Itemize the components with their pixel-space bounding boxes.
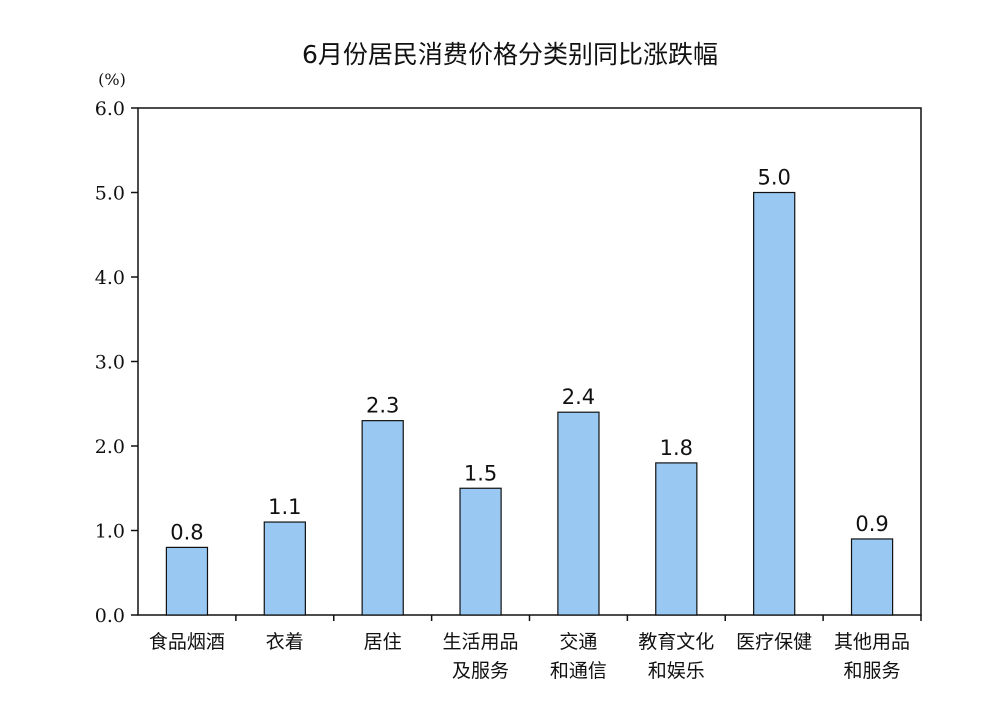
data-labels: 0.8 1.1 2.3 1.5 2.4 1.8 5.0 0.9 (170, 166, 889, 545)
x-tick-label: 生活用品 (443, 631, 519, 653)
data-label: 5.0 (757, 166, 790, 190)
data-label: 2.4 (562, 385, 595, 409)
bar (753, 191, 796, 616)
y-axis: 0.0 1.0 2.0 3.0 4.0 5.0 6.0 (95, 98, 138, 627)
x-tick-label: 教育文化 (638, 631, 714, 653)
bar (850, 538, 894, 616)
data-label: 1.1 (268, 495, 301, 519)
y-tick-label: 0.0 (95, 605, 125, 627)
x-tick-label: 医疗保健 (736, 631, 812, 653)
x-tick-label: 和服务 (844, 660, 901, 682)
x-tick-label: 居住 (364, 631, 402, 653)
bar (165, 546, 209, 616)
y-tick-label: 4.0 (95, 267, 125, 289)
bar (263, 521, 306, 616)
bar (557, 411, 600, 616)
x-tick-label: 和通信 (550, 660, 607, 682)
y-axis-unit: (%) (98, 70, 126, 89)
x-tick-label: 其他用品 (834, 631, 910, 653)
bar (655, 462, 698, 616)
x-tick-label: 衣着 (266, 631, 304, 653)
data-label: 0.8 (170, 520, 203, 544)
y-tick-label: 3.0 (95, 352, 125, 374)
bar (361, 420, 404, 616)
y-tick-label: 5.0 (95, 183, 125, 205)
x-tick-label: 食品烟酒 (149, 631, 225, 653)
bar (459, 487, 502, 616)
x-tick-label: 交通 (559, 631, 597, 653)
data-label: 0.9 (855, 512, 888, 536)
y-tick-label: 2.0 (95, 436, 125, 458)
y-tick-label: 1.0 (95, 521, 125, 543)
plot-frame (137, 107, 922, 616)
data-label: 1.5 (464, 461, 497, 485)
x-tick-label: 及服务 (452, 660, 509, 682)
data-label: 2.3 (366, 394, 399, 418)
x-tick-label: 和娱乐 (648, 660, 705, 682)
bars (165, 191, 894, 616)
y-tick-label: 6.0 (95, 98, 125, 120)
chart-title: 6月份居民消费价格分类别同比涨跌幅 (302, 40, 718, 69)
data-label: 1.8 (660, 436, 693, 460)
